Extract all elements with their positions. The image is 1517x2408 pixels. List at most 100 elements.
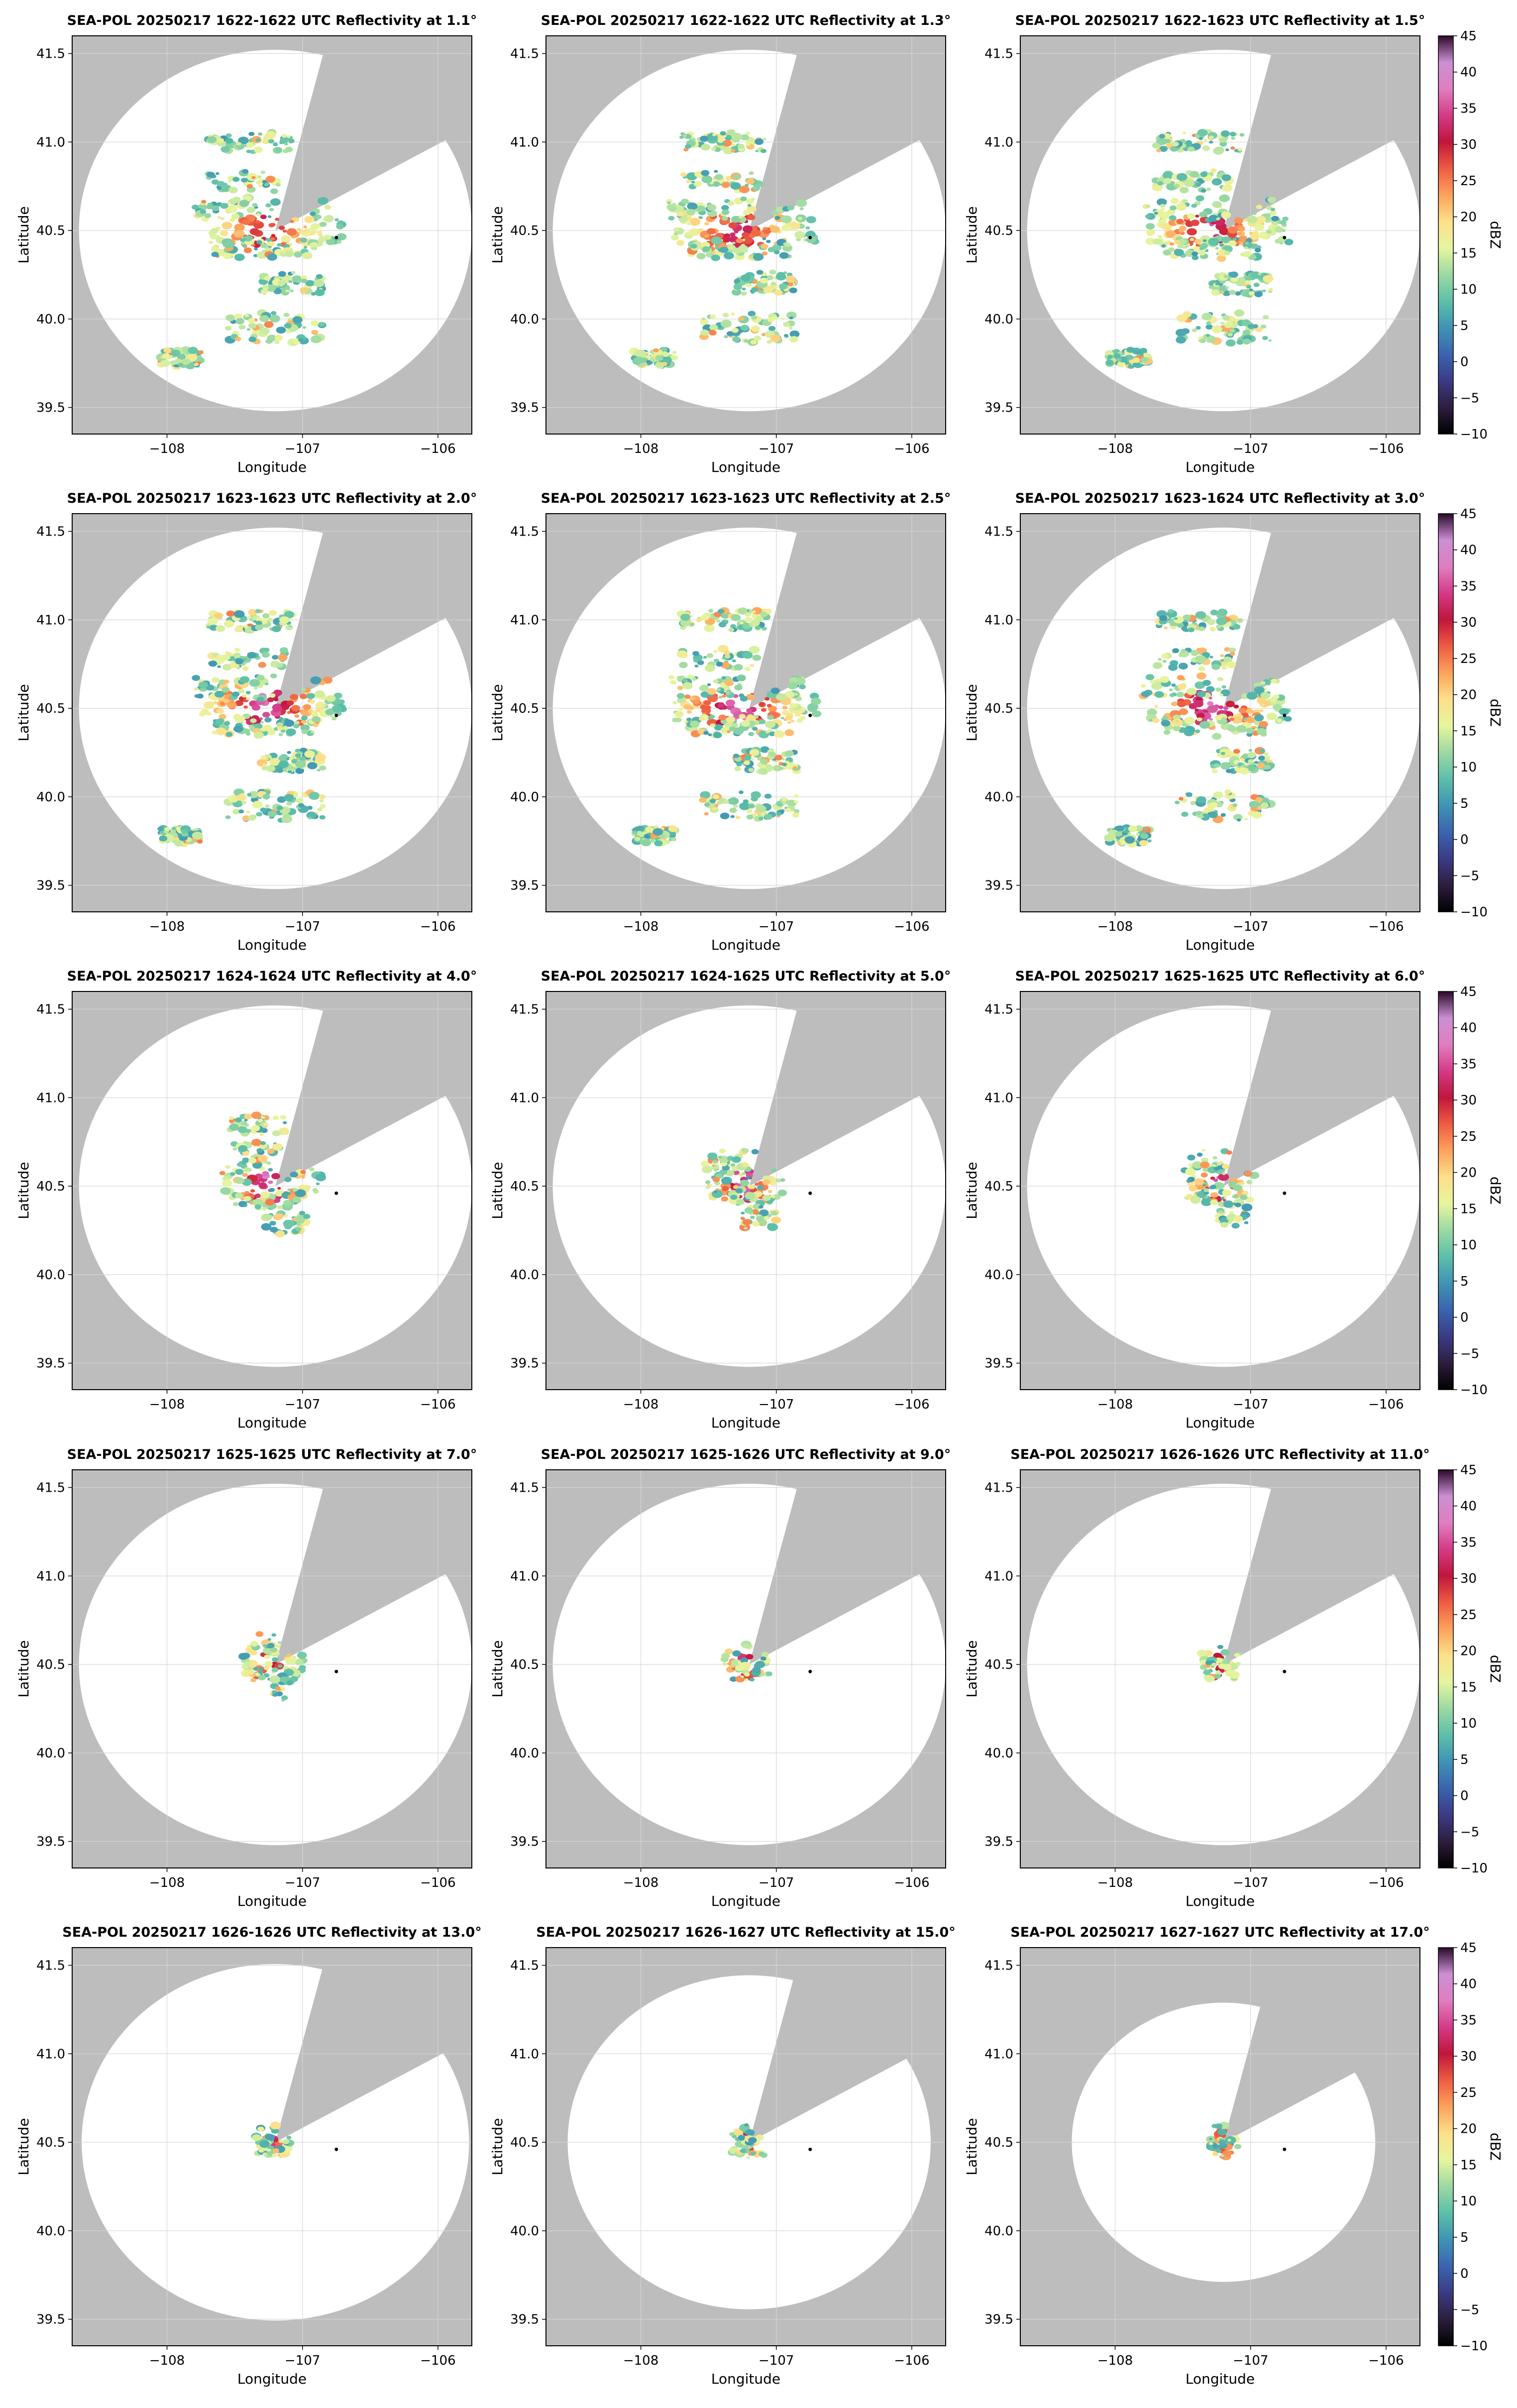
ytick-label: 41.0 bbox=[984, 1091, 1013, 1105]
echo-cell bbox=[694, 664, 699, 668]
echo-cell bbox=[1200, 1172, 1208, 1178]
echo-cell bbox=[1221, 236, 1231, 243]
echo-cell bbox=[784, 242, 791, 247]
echo-cell bbox=[636, 350, 648, 359]
plot-frame bbox=[1020, 991, 1420, 1390]
echo-cell bbox=[260, 328, 270, 334]
echo-cell bbox=[776, 693, 787, 701]
echo-cell bbox=[1229, 329, 1235, 333]
echo-cell bbox=[268, 1168, 273, 1172]
echo-cell bbox=[235, 1192, 243, 1199]
echo-cell bbox=[313, 247, 318, 250]
echo-cell bbox=[1128, 825, 1138, 832]
echo-cell bbox=[1227, 2139, 1231, 2142]
echo-cell bbox=[721, 1177, 732, 1185]
echo-cell bbox=[253, 1667, 259, 1671]
echo-cell bbox=[1175, 800, 1180, 804]
echo-cell bbox=[1260, 692, 1271, 699]
echo-cell bbox=[225, 326, 232, 331]
echo-cell bbox=[746, 1163, 750, 1166]
xtick-label: −108 bbox=[623, 2353, 658, 2368]
colorbar-tick-label: 40 bbox=[1460, 543, 1477, 558]
echo-cell bbox=[300, 724, 310, 731]
echo-cell bbox=[238, 136, 249, 145]
echo-cell bbox=[262, 613, 270, 619]
echo-cell bbox=[1211, 768, 1218, 773]
echo-cell bbox=[762, 1179, 770, 1185]
echo-cell bbox=[1246, 285, 1252, 289]
echo-cell bbox=[268, 139, 275, 144]
panel-7: −108 −107 −10639.540.040.541.041.5Longitud… bbox=[15, 969, 477, 1431]
echo-cell bbox=[220, 146, 230, 153]
echo-cell bbox=[249, 228, 260, 235]
echo-cell bbox=[178, 363, 184, 367]
echo-cell bbox=[1196, 1152, 1203, 1157]
echo-cell bbox=[257, 2126, 264, 2132]
echo-cell bbox=[787, 205, 795, 211]
panel-4: −108 −107 −10639.540.040.541.041.5Longitud… bbox=[15, 491, 477, 953]
colorbar-label: dBZ bbox=[1487, 1177, 1504, 1204]
echo-cell bbox=[755, 138, 764, 145]
echo-cell bbox=[780, 1178, 785, 1182]
echo-cell bbox=[283, 1219, 295, 1228]
colorbar-tick-label: 5 bbox=[1460, 319, 1469, 333]
echo-cell bbox=[269, 1675, 281, 1684]
echo-cell bbox=[1217, 2128, 1227, 2136]
echo-cell bbox=[1231, 1222, 1240, 1229]
echo-cell bbox=[759, 1209, 769, 1216]
echo-cell bbox=[1220, 272, 1225, 276]
echo-cell bbox=[302, 252, 313, 259]
echo-cell bbox=[292, 316, 303, 324]
echo-cell bbox=[1203, 1191, 1209, 1195]
echo-cell bbox=[1245, 241, 1249, 245]
colorbar-tick-label: 25 bbox=[1460, 2085, 1477, 2100]
echo-cell bbox=[734, 664, 743, 671]
echo-cell bbox=[236, 1162, 243, 1167]
echo-cell bbox=[1145, 215, 1151, 219]
echo-cell bbox=[764, 697, 770, 701]
echo-cell bbox=[742, 1219, 752, 1225]
echo-cell bbox=[228, 795, 239, 803]
echo-cell bbox=[732, 328, 739, 333]
echo-cell bbox=[1269, 210, 1277, 216]
echo-cell bbox=[1234, 222, 1239, 226]
echo-cell bbox=[1244, 1221, 1249, 1224]
echo-cell bbox=[731, 132, 743, 141]
echo-cell bbox=[756, 1215, 764, 1222]
ytick-label: 41.0 bbox=[984, 613, 1013, 628]
echo-cell bbox=[225, 815, 231, 819]
echo-cell bbox=[272, 1657, 279, 1662]
echo-cell bbox=[227, 202, 231, 205]
colorbar-tick-label: −5 bbox=[1460, 869, 1479, 883]
echo-cell bbox=[1201, 1157, 1208, 1163]
echo-cell bbox=[241, 694, 247, 698]
echo-cell bbox=[1210, 1176, 1215, 1180]
echo-cell bbox=[299, 756, 306, 761]
echo-cell bbox=[265, 1199, 275, 1205]
echo-cell bbox=[303, 1213, 311, 1219]
echo-cell bbox=[726, 716, 736, 723]
echo-cell bbox=[762, 285, 773, 294]
echo-cell bbox=[740, 196, 747, 202]
echo-cell bbox=[1244, 1171, 1253, 1177]
echo-cell bbox=[1264, 756, 1270, 760]
echo-cell bbox=[1214, 2123, 1223, 2129]
echo-cell bbox=[300, 693, 307, 699]
panel-9: −108 −107 −10639.540.040.541.041.5Longitud… bbox=[964, 969, 1425, 1431]
echo-cell bbox=[1236, 618, 1243, 623]
echo-cell bbox=[1168, 664, 1178, 671]
echo-cell bbox=[744, 2123, 749, 2127]
ytick-label: 41.0 bbox=[36, 1091, 65, 1105]
echo-cell bbox=[1211, 325, 1223, 333]
echo-cell bbox=[1218, 705, 1224, 709]
echo-cell bbox=[1260, 325, 1267, 329]
echo-cell bbox=[223, 240, 235, 248]
echo-cell bbox=[238, 1145, 248, 1152]
echo-cell bbox=[291, 705, 300, 711]
echo-cell bbox=[750, 1215, 755, 1219]
echo-cell bbox=[755, 1660, 765, 1668]
echo-cell bbox=[727, 730, 731, 733]
echo-cell bbox=[1222, 1199, 1226, 1202]
echo-cell bbox=[242, 219, 250, 225]
echo-cell bbox=[197, 693, 204, 699]
